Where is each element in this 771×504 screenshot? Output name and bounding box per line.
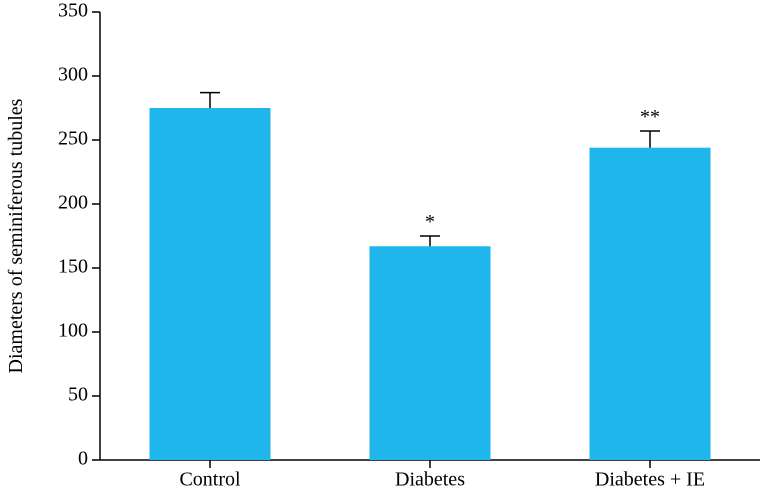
y-axis-label: Diameters of seminiferous tubules <box>5 98 27 373</box>
xcat-label-1: Diabetes <box>395 469 465 491</box>
bar-2 <box>590 148 711 460</box>
ytick-label: 150 <box>58 256 88 278</box>
ytick-label: 50 <box>68 384 88 406</box>
annotation-2: ** <box>640 106 660 128</box>
xcat-label-2: Diabetes + IE <box>595 469 705 491</box>
bar-0 <box>150 108 271 460</box>
ytick-label: 0 <box>78 448 88 470</box>
xcat-label-0: Control <box>179 469 241 491</box>
ytick-label: 250 <box>58 128 88 150</box>
annotation-1: * <box>425 211 435 233</box>
ytick-label: 300 <box>58 64 88 86</box>
bar-chart: 0 50 100 150 200 250 300 350 Control Diabetes * Dia… <box>0 0 771 504</box>
ytick-label: 100 <box>58 320 88 342</box>
ytick-label: 350 <box>58 0 88 22</box>
chart-svg: 0 50 100 150 200 250 300 350 Control Diabetes * Dia… <box>0 0 771 504</box>
bar-1 <box>370 246 491 460</box>
ytick-label: 200 <box>58 192 88 214</box>
